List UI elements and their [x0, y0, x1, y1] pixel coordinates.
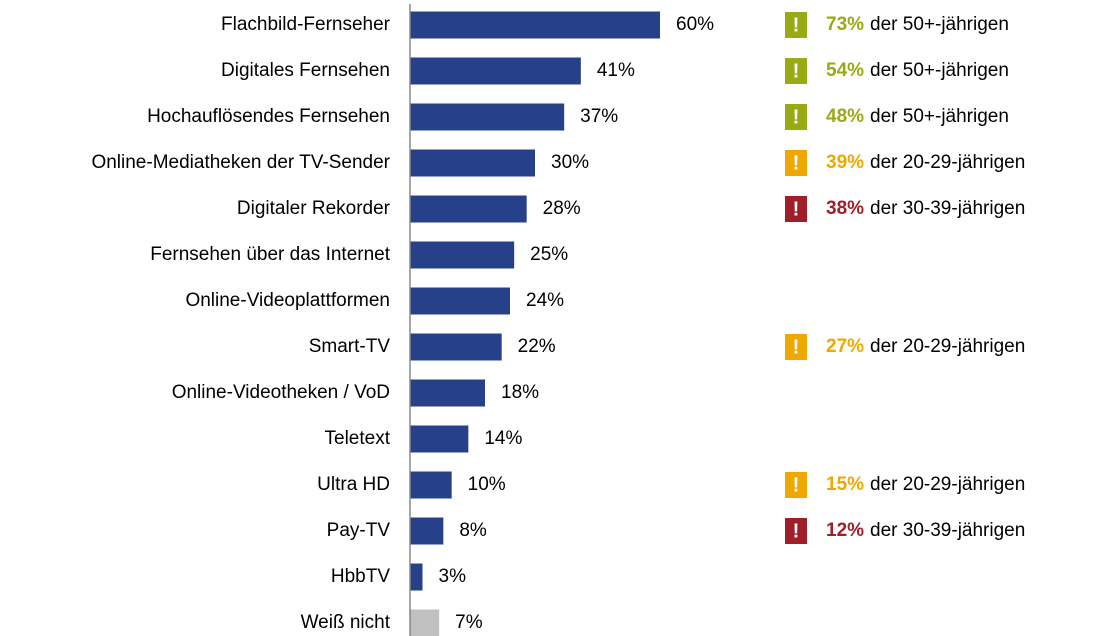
category-label: Fernsehen über das Internet — [150, 244, 390, 265]
alert-icon — [785, 472, 807, 498]
bar — [410, 287, 510, 315]
annotation-value: 12% — [826, 520, 864, 541]
value-label: 18% — [501, 382, 539, 403]
category-label: Hochauflösendes Fernsehen — [147, 106, 390, 127]
alert-icon — [785, 150, 807, 176]
category-label: Weiß nicht — [301, 612, 391, 633]
category-label: Digitaler Rekorder — [237, 198, 391, 219]
bar — [410, 241, 515, 269]
value-label: 8% — [459, 520, 487, 541]
value-label: 22% — [518, 336, 556, 357]
value-label: 25% — [530, 244, 568, 265]
bar — [410, 11, 660, 39]
category-label: Online-Videotheken / VoD — [172, 382, 390, 403]
annotation-text: der 20-29-jährigen — [870, 474, 1025, 495]
value-label: 37% — [580, 106, 618, 127]
bar — [410, 517, 444, 545]
category-label: Teletext — [325, 428, 391, 449]
alert-icon — [785, 58, 807, 84]
annotation-value: 39% — [826, 152, 864, 173]
bar — [410, 103, 565, 131]
bar — [410, 195, 527, 223]
value-label: 28% — [543, 198, 581, 219]
bar — [410, 609, 440, 636]
annotation: 48% der 50+-jährigen — [826, 106, 1009, 127]
annotation-text: der 50+-jährigen — [870, 106, 1009, 127]
annotation: 15% der 20-29-jährigen — [826, 474, 1025, 495]
category-label: HbbTV — [331, 566, 390, 587]
category-label: Online-Mediatheken der TV-Sender — [91, 152, 390, 173]
annotation-value: 48% — [826, 106, 864, 127]
alert-icon — [785, 334, 807, 360]
alert-mark: ! — [793, 60, 800, 82]
value-label: 10% — [468, 474, 506, 495]
value-label: 14% — [484, 428, 522, 449]
value-label: 30% — [551, 152, 589, 173]
alert-mark: ! — [793, 14, 800, 36]
annotation-value: 73% — [826, 14, 864, 35]
alert-mark: ! — [793, 474, 800, 496]
alert-icon — [785, 196, 807, 222]
alert-icon — [785, 104, 807, 130]
category-label: Flachbild-Fernseher — [221, 14, 391, 35]
annotation-text: der 30-39-jährigen — [870, 198, 1025, 219]
category-label: Pay-TV — [327, 520, 391, 541]
alert-mark: ! — [793, 106, 800, 128]
category-label: Ultra HD — [317, 474, 390, 495]
category-label: Online-Videoplattformen — [185, 290, 390, 311]
annotation: 73% der 50+-jährigen — [826, 14, 1009, 35]
alert-mark: ! — [793, 198, 800, 220]
annotation: 27% der 20-29-jährigen — [826, 336, 1025, 357]
annotation-value: 27% — [826, 336, 864, 357]
alert-mark: ! — [793, 520, 800, 542]
annotation-value: 38% — [826, 198, 864, 219]
annotation: 39% der 20-29-jährigen — [826, 152, 1025, 173]
annotation-text: der 50+-jährigen — [870, 60, 1009, 81]
annotation: 38% der 30-39-jährigen — [826, 198, 1025, 219]
bar — [410, 425, 469, 453]
value-label: 3% — [439, 566, 467, 587]
value-label: 24% — [526, 290, 564, 311]
alert-icon — [785, 518, 807, 544]
annotation: 54% der 50+-jährigen — [826, 60, 1009, 81]
bar — [410, 57, 581, 85]
category-label: Digitales Fernsehen — [221, 60, 390, 81]
alert-mark: ! — [793, 152, 800, 174]
annotation-text: der 30-39-jährigen — [870, 520, 1025, 541]
bar — [410, 333, 502, 361]
alert-mark: ! — [793, 336, 800, 358]
annotation-text: der 20-29-jährigen — [870, 336, 1025, 357]
annotation-value: 54% — [826, 60, 864, 81]
value-label: 7% — [455, 612, 483, 633]
alert-icon — [785, 12, 807, 38]
annotation-value: 15% — [826, 474, 864, 495]
value-label: 60% — [676, 14, 714, 35]
bar — [410, 379, 485, 407]
bar — [410, 149, 535, 177]
annotation-text: der 50+-jährigen — [870, 14, 1009, 35]
bar — [410, 563, 423, 591]
value-label: 41% — [597, 60, 635, 81]
bar — [410, 471, 452, 499]
annotation: 12% der 30-39-jährigen — [826, 520, 1025, 541]
category-label: Smart-TV — [309, 336, 391, 357]
annotation-text: der 20-29-jährigen — [870, 152, 1025, 173]
